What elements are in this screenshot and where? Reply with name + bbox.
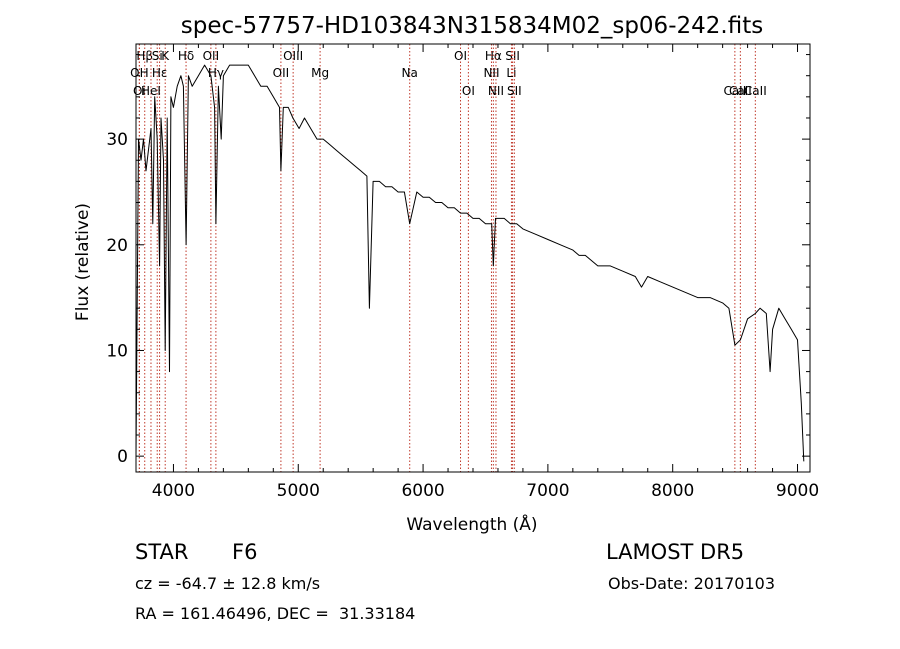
subclass: F6	[232, 540, 258, 564]
axis-layer: 4000 5000 6000 7000 8000 9000 0 10 20 30	[106, 43, 819, 501]
object-type: STAR	[135, 540, 189, 564]
spectral-line-label: CaII	[744, 84, 767, 98]
x-axis-label: Wavelength (Å)	[406, 513, 537, 535]
x-tick-label: 6000	[401, 481, 444, 501]
spectral-line-label: Hδ	[178, 49, 194, 63]
survey-name: LAMOST DR5	[606, 540, 745, 564]
y-tick-label: 30	[106, 130, 128, 150]
plot-frame	[135, 43, 811, 473]
spectral-line-label: HeI	[141, 84, 161, 98]
spectral-line-label: OII	[273, 66, 290, 80]
spectral-line-label: OI	[462, 84, 475, 98]
spectral-line-label: Hβ	[136, 49, 153, 63]
spectral-line-label: Na	[402, 66, 418, 80]
x-tick-label: 4000	[152, 481, 195, 501]
y-tick-label: 20	[106, 236, 128, 256]
spectral-line-label: Li	[506, 66, 516, 80]
spectral-line-label: Hε	[152, 66, 168, 80]
x-tick-label: 9000	[776, 481, 819, 501]
spectral-line-label: Hγ	[208, 66, 224, 80]
chart-title: spec-57757-HD103843N315834M02_sp06-242.f…	[181, 13, 763, 39]
x-tick-label: 5000	[277, 481, 320, 501]
obs-date: Obs-Date: 20170103	[608, 574, 776, 593]
y-tick-label: 0	[117, 447, 128, 467]
spectral-line-label: SII	[507, 84, 522, 98]
spectral-line-label: Si	[152, 49, 163, 63]
spectral-line-label: NII	[488, 84, 504, 98]
x-tick-label: 8000	[651, 481, 694, 501]
spectral-line-label: K	[161, 49, 170, 63]
spectral-line-label: OIII	[283, 49, 303, 63]
redshift-text: cz = -64.7 ± 12.8 km/s	[135, 574, 321, 593]
spectrum-line	[135, 64, 805, 462]
spectral-line-label: Mg	[311, 66, 329, 80]
x-tick-label: 7000	[526, 481, 569, 501]
spectral-line-label: SII	[505, 49, 520, 63]
spectral-line-label: OI	[454, 49, 467, 63]
spectral-line-label: CaII	[723, 84, 746, 98]
spectral-line-label: NII	[483, 66, 499, 80]
spectral-line-label: Hα	[485, 49, 502, 63]
coordinates: RA = 161.46496, DEC = 31.33184	[135, 604, 416, 623]
plot-layer	[135, 64, 805, 462]
spectral-line-label: OII	[203, 49, 220, 63]
y-tick-label: 10	[106, 341, 128, 361]
y-axis-label: Flux (relative)	[73, 203, 93, 321]
